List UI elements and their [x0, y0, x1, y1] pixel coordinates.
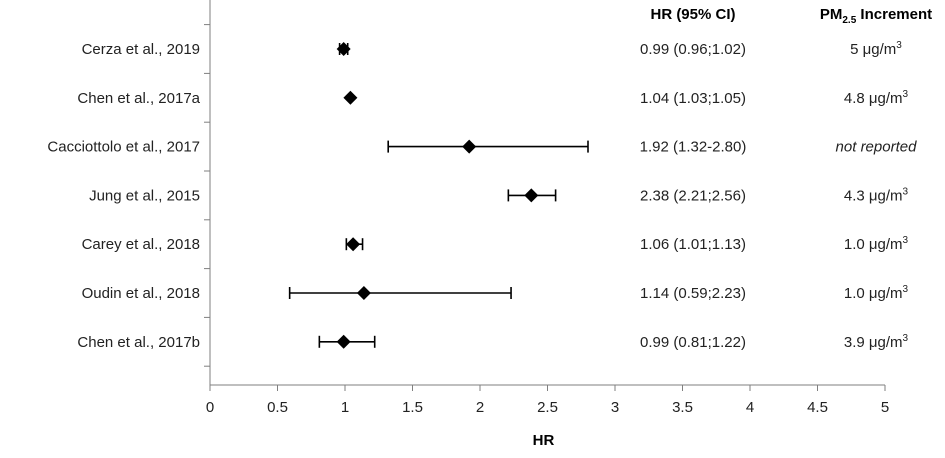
study-name: Jung et al., 2015	[89, 187, 200, 204]
study-rows: Cerza et al., 2019 0.99 (0.96;1.02) 5 μg/m…	[47, 40, 917, 351]
increment-unit-superscript: 3	[903, 186, 909, 197]
x-tick-label: 4	[746, 399, 754, 416]
x-tick-label: 0	[206, 399, 214, 416]
study-row: Chen et al., 2017b 0.99 (0.81;1.22) 3.9 μg…	[77, 333, 908, 351]
x-tick-label: 1	[341, 399, 349, 416]
hr-point-marker	[343, 90, 358, 105]
hr-ci-value: 0.99 (0.81;1.22)	[640, 334, 746, 351]
study-row: Jung et al., 2015 2.38 (2.21;2.56) 4.3 μg/…	[89, 186, 908, 204]
pm-increment-value: 1.0 μg/m3	[844, 284, 909, 302]
hr-point-marker	[346, 237, 361, 252]
x-tick-label: 4.5	[807, 399, 828, 416]
study-name: Carey et al., 2018	[82, 236, 200, 253]
increment-text: 1.0 μg/m	[844, 236, 903, 253]
study-name: Chen et al., 2017b	[77, 334, 200, 351]
pm-increment-value: not reported	[836, 139, 918, 156]
x-tick-label: 2.5	[537, 399, 558, 416]
study-name: Chen et al., 2017a	[77, 90, 200, 107]
increment-text: 1.0 μg/m	[844, 285, 903, 302]
increment-unit-superscript: 3	[903, 284, 909, 295]
study-name: Cacciottolo et al., 2017	[47, 139, 200, 156]
pm-increment-value: 5 μg/m3	[850, 40, 902, 58]
study-row: Cerza et al., 2019 0.99 (0.96;1.02) 5 μg/m…	[82, 40, 903, 58]
x-tick-label: 2	[476, 399, 484, 416]
increment-unit-superscript: 3	[903, 333, 909, 344]
x-tick-label: 3	[611, 399, 619, 416]
x-tick-label: 1.5	[402, 399, 423, 416]
increment-unit-superscript: 3	[903, 235, 909, 246]
pm-increment-value: 1.0 μg/m3	[844, 235, 909, 253]
study-row: Cacciottolo et al., 2017 1.92 (1.32-2.80)…	[47, 139, 917, 156]
hr-point-marker	[356, 286, 371, 300]
hr-ci-value: 1.06 (1.01;1.13)	[640, 236, 746, 253]
header-pm-increment: PM2.5 Increment	[820, 6, 932, 26]
header-pm-subscript: 2.5	[842, 15, 856, 26]
hr-ci-value: 1.92 (1.32-2.80)	[640, 139, 747, 156]
increment-unit-superscript: 3	[896, 40, 902, 51]
increment-text: 5 μg/m	[850, 41, 896, 58]
increment-text: 3.9 μg/m	[844, 334, 903, 351]
study-name: Cerza et al., 2019	[82, 41, 200, 58]
hr-ci-value: 0.99 (0.96;1.02)	[640, 41, 746, 58]
x-axis-label: HR	[533, 432, 555, 449]
study-row: Carey et al., 2018 1.06 (1.01;1.13) 1.0 μg…	[82, 235, 909, 253]
study-row: Chen et al., 2017a 1.04 (1.03;1.05) 4.8 μg…	[77, 89, 908, 107]
plot-axes	[209, 0, 885, 386]
x-tick-label: 3.5	[672, 399, 693, 416]
hr-point-marker	[462, 139, 477, 154]
header-hr-ci: HR (95% CI)	[650, 6, 735, 23]
increment-text: not reported	[836, 139, 918, 156]
hr-point-marker	[336, 42, 351, 56]
hr-ci-value: 1.14 (0.59;2.23)	[640, 285, 746, 302]
study-row: Oudin et al., 2018 1.14 (0.59;2.23) 1.0 μg…	[82, 284, 909, 302]
x-tick-label: 0.5	[267, 399, 288, 416]
study-name: Oudin et al., 2018	[82, 285, 200, 302]
hr-ci-value: 1.04 (1.03;1.05)	[640, 90, 746, 107]
row-tick-marks	[204, 24, 210, 367]
x-tick-labels: 0 0.5 1 1.5 2 2.5 3 3.5 4 4.5 5	[206, 399, 889, 416]
header-pm-base: PM	[820, 6, 843, 23]
hr-point-marker	[524, 188, 539, 203]
x-tick-label: 5	[881, 399, 889, 416]
hr-ci-value: 2.38 (2.21;2.56)	[640, 187, 746, 204]
hr-point-marker	[336, 334, 351, 349]
header-pm-rest: Increment	[856, 6, 932, 23]
increment-text: 4.3 μg/m	[844, 187, 903, 204]
pm-increment-value: 3.9 μg/m3	[844, 333, 909, 351]
increment-unit-superscript: 3	[903, 89, 909, 100]
increment-text: 4.8 μg/m	[844, 90, 903, 107]
pm-increment-value: 4.3 μg/m3	[844, 186, 909, 204]
x-tick-marks	[209, 385, 886, 391]
pm-increment-value: 4.8 μg/m3	[844, 89, 909, 107]
